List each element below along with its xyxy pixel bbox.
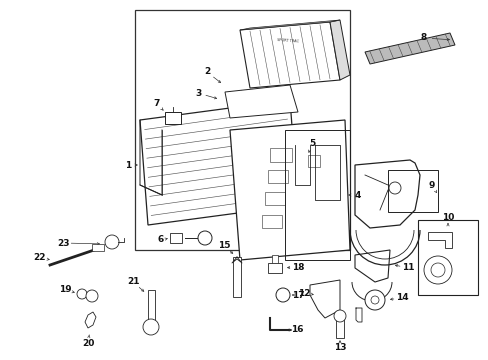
Circle shape <box>364 290 384 310</box>
Polygon shape <box>309 280 339 318</box>
Bar <box>307 155 319 167</box>
Bar <box>417 220 477 295</box>
Polygon shape <box>354 250 389 282</box>
Circle shape <box>430 263 444 277</box>
Text: 16: 16 <box>290 325 303 334</box>
Text: 11: 11 <box>401 264 413 273</box>
Text: 5: 5 <box>308 139 314 148</box>
Text: 12: 12 <box>297 288 309 297</box>
Polygon shape <box>229 120 349 260</box>
Bar <box>271 255 278 263</box>
Circle shape <box>198 231 212 245</box>
Text: 19: 19 <box>59 285 71 294</box>
Bar <box>170 233 182 243</box>
Bar <box>285 130 349 260</box>
Polygon shape <box>140 100 297 225</box>
Text: 4: 4 <box>354 190 361 199</box>
Bar <box>267 170 287 183</box>
Circle shape <box>423 256 451 284</box>
Polygon shape <box>427 232 451 248</box>
Text: 20: 20 <box>81 338 94 347</box>
Circle shape <box>275 288 289 302</box>
Text: SPORT TRAC: SPORT TRAC <box>276 38 299 44</box>
Polygon shape <box>354 160 419 228</box>
Circle shape <box>86 290 98 302</box>
Bar <box>387 170 437 212</box>
Text: 3: 3 <box>195 89 201 98</box>
Text: 2: 2 <box>203 68 210 77</box>
Bar <box>135 10 349 250</box>
Text: 8: 8 <box>420 33 426 42</box>
Bar <box>264 192 285 205</box>
Text: 1: 1 <box>124 161 131 170</box>
Text: 10: 10 <box>441 213 453 222</box>
Bar <box>335 316 343 338</box>
Polygon shape <box>224 85 297 118</box>
Polygon shape <box>364 33 454 64</box>
Text: 6: 6 <box>158 235 164 244</box>
Circle shape <box>370 296 378 304</box>
Polygon shape <box>240 22 339 88</box>
Bar <box>164 112 181 124</box>
Bar <box>148 290 155 325</box>
Bar <box>92 244 104 251</box>
Circle shape <box>333 310 346 322</box>
Circle shape <box>388 182 400 194</box>
Circle shape <box>142 319 159 335</box>
Text: 23: 23 <box>57 238 69 248</box>
Polygon shape <box>329 20 349 80</box>
Circle shape <box>77 289 87 299</box>
Text: 22: 22 <box>34 253 46 262</box>
Bar <box>232 257 241 297</box>
Text: 15: 15 <box>217 242 230 251</box>
Text: 21: 21 <box>126 278 139 287</box>
Circle shape <box>105 235 119 249</box>
Bar <box>262 215 282 228</box>
Text: 14: 14 <box>395 293 407 302</box>
Polygon shape <box>240 20 339 30</box>
Text: 7: 7 <box>154 99 160 108</box>
Bar <box>269 148 291 162</box>
Text: 13: 13 <box>333 343 346 352</box>
Text: 9: 9 <box>428 180 434 189</box>
Text: 18: 18 <box>291 262 304 271</box>
Polygon shape <box>85 312 96 328</box>
Bar <box>267 263 282 273</box>
Text: 17: 17 <box>291 291 304 300</box>
